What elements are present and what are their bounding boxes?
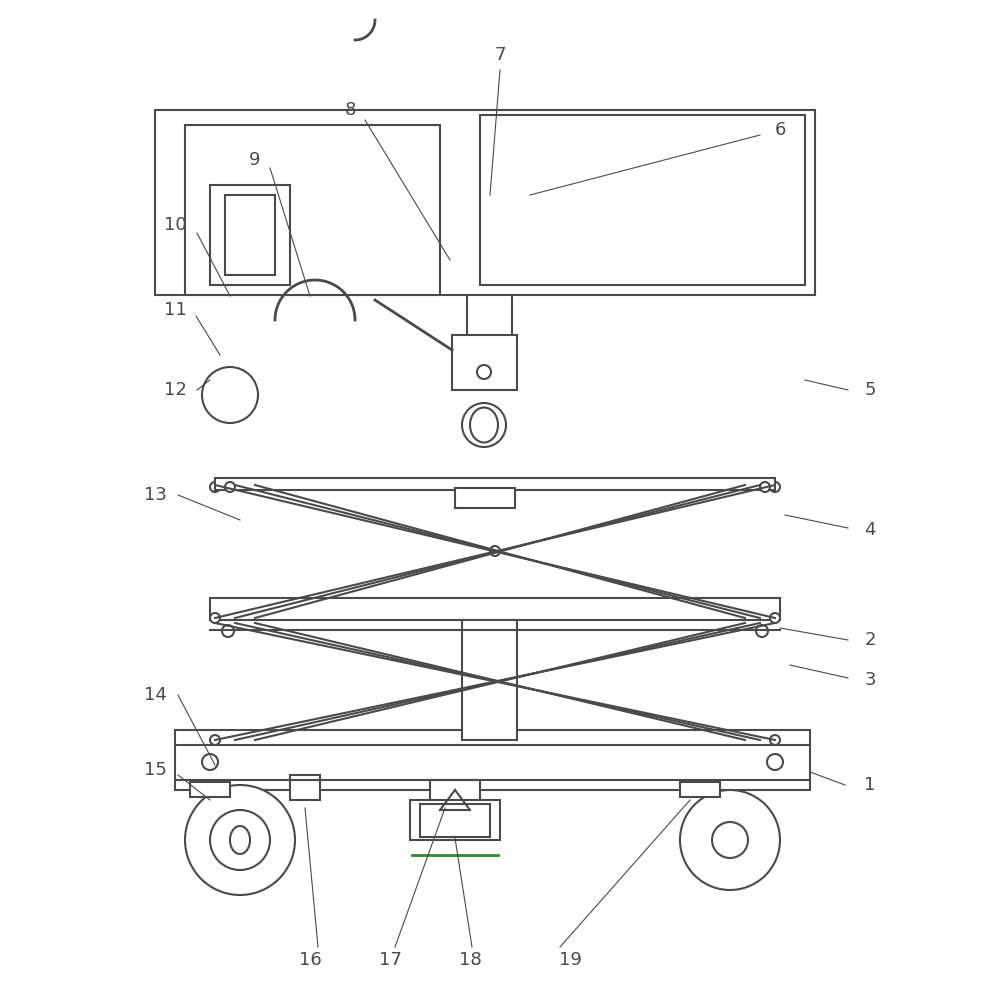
Text: 10: 10 [164,216,187,234]
Text: 9: 9 [250,151,260,169]
Circle shape [712,822,748,858]
Circle shape [202,754,218,770]
Text: 12: 12 [164,381,187,399]
Text: 14: 14 [144,686,167,704]
Circle shape [760,482,770,492]
Circle shape [462,403,506,447]
Text: 15: 15 [144,761,167,779]
Bar [680,782,720,797]
Circle shape [490,546,500,556]
Bar [185,125,440,295]
Text: 2: 2 [864,631,876,649]
Polygon shape [440,790,470,810]
Circle shape [222,625,234,637]
Text: 11: 11 [164,301,187,319]
Bar [462,620,517,740]
Circle shape [202,367,258,423]
Bar [430,780,480,810]
Text: 5: 5 [864,381,876,399]
Text: 6: 6 [774,121,785,139]
Circle shape [770,613,780,623]
Text: 19: 19 [559,951,582,969]
Circle shape [210,810,270,870]
Text: 7: 7 [494,46,506,64]
Bar [480,115,805,285]
Bar [175,730,810,790]
Ellipse shape [230,826,250,854]
Text: 17: 17 [378,951,401,969]
Bar [447,160,527,195]
Circle shape [770,735,780,745]
Circle shape [490,676,500,686]
Bar [225,195,275,275]
Ellipse shape [470,408,498,442]
Text: 3: 3 [864,671,876,689]
Bar [210,598,780,620]
Circle shape [210,613,220,623]
Bar [410,800,500,840]
Bar [455,488,515,508]
Bar [155,110,815,295]
Text: 13: 13 [144,486,167,504]
Circle shape [680,790,780,890]
Circle shape [210,735,220,745]
Bar [290,775,320,800]
Circle shape [756,625,768,637]
Circle shape [767,754,783,770]
Bar [210,185,290,285]
Bar [215,478,775,490]
Circle shape [770,482,780,492]
Bar [467,180,512,360]
Circle shape [185,785,295,895]
Text: 16: 16 [298,951,321,969]
Bar [452,335,517,390]
Text: 8: 8 [344,101,355,119]
Circle shape [210,482,220,492]
Bar [420,804,490,837]
Text: 4: 4 [864,521,876,539]
Text: 18: 18 [459,951,481,969]
Text: 1: 1 [864,776,875,794]
Circle shape [225,482,235,492]
Bar [190,782,230,797]
Circle shape [477,365,491,379]
